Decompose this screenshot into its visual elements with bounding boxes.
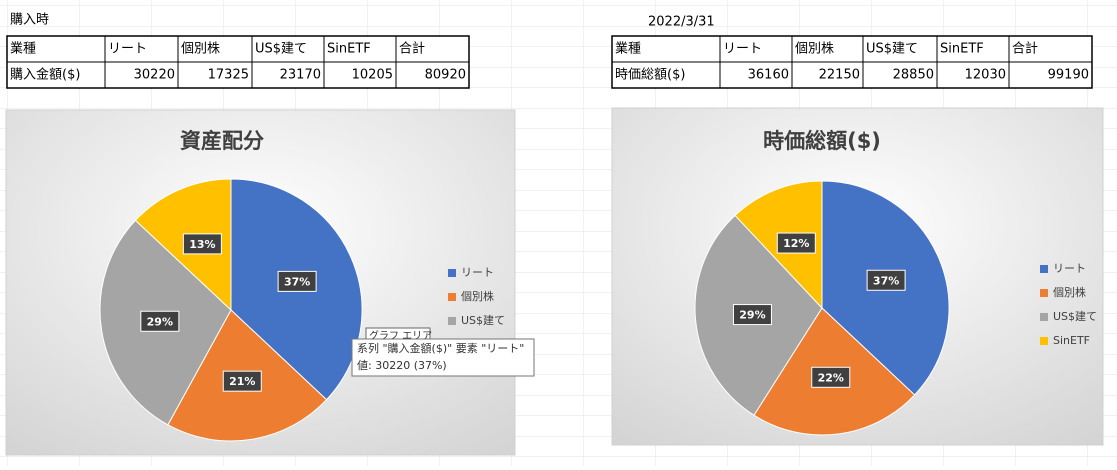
label-box [811,366,851,388]
legend-label: SinETF [1053,334,1090,347]
legend-swatch [448,269,456,277]
data-label: 29% [739,309,765,322]
tooltip-text: 系列 "購入金額($)" 要素 "リート" [357,341,524,355]
header-cell: 合計 [1012,41,1038,57]
cell: 購入金額($) [10,67,80,83]
label-box [277,270,317,292]
cell: 30220 [134,68,175,83]
legend-label: 個別株 [1053,285,1086,299]
header-cell: 業種 [615,41,641,57]
label-box [140,310,180,332]
header-cell: SinETF [327,42,371,57]
cell: 12030 [965,68,1006,83]
data-label: 21% [229,375,255,388]
legend-swatch [1040,313,1048,321]
data-label: 37% [873,274,899,287]
chart-title: 資産配分 [180,129,264,153]
data-label: 12% [783,237,809,250]
cell: 80920 [425,68,466,83]
data-label: 13% [189,238,215,251]
sheet-label: 購入時 [10,13,49,28]
legend-swatch [1040,289,1048,297]
sheet-label: 2022/3/31 [648,15,715,30]
cell: 23170 [280,68,321,83]
cell: 28850 [893,68,934,83]
header-cell: 個別株 [181,42,220,57]
header-cell: リート [723,42,762,57]
legend-label: リート [1053,262,1086,275]
legend-swatch [448,317,456,325]
cell: 時価総額($) [615,68,685,83]
data-label: 37% [284,275,310,288]
tooltip-text: 値: 30220 (37%) [357,359,447,372]
cell: 99190 [1048,68,1089,83]
header-cell: 個別株 [795,42,834,57]
data-label: 29% [147,315,173,328]
tooltip [351,338,535,377]
header-cell: US$建て [866,42,918,57]
header-cell: 業種 [10,41,36,57]
header-cell: リート [108,42,147,57]
header-cell: 合計 [399,41,425,57]
legend-swatch [1040,265,1048,273]
data-label: 22% [818,371,844,384]
label-box [776,232,816,254]
label-box [732,304,772,326]
label-box [222,370,262,392]
legend-label: US$建て [1053,309,1097,323]
header-cell: SinETF [940,42,984,57]
label-box [866,269,906,291]
legend-label: US$建て [461,313,505,327]
legend-swatch [1040,337,1048,345]
cell: 10205 [352,68,393,83]
legend-label: リート [461,266,494,279]
legend-swatch [448,293,456,301]
cell: 36160 [748,68,789,83]
legend-label: 個別株 [461,289,494,303]
cell: 17325 [208,68,249,83]
label-box [182,233,222,255]
header-cell: US$建て [255,42,307,57]
cell: 22150 [819,68,860,83]
chart-title: 時価総額($) [763,129,881,153]
